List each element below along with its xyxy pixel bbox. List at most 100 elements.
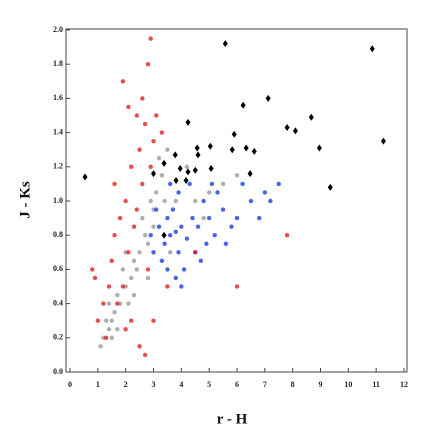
point [184, 164, 190, 169]
point [140, 181, 145, 187]
point [117, 215, 123, 221]
diamond-point [172, 151, 178, 159]
point [276, 181, 281, 187]
point [126, 301, 131, 306]
y-tick-label: 1.8 [53, 59, 63, 68]
point [165, 284, 170, 289]
y-tick-label: 2.0 [53, 25, 63, 34]
point [134, 207, 139, 212]
point [179, 224, 184, 229]
diamond-point [194, 144, 200, 152]
x-tick-label: 0 [68, 380, 72, 389]
point [284, 233, 290, 238]
x-axis-label: r - H [217, 411, 248, 427]
x-tick-label: 3 [152, 380, 156, 389]
x-tick-label: 11 [372, 380, 380, 389]
y-tick-label: 0.4 [53, 298, 63, 307]
point [156, 224, 162, 229]
diamond-point [195, 151, 201, 159]
point [193, 198, 198, 204]
x-tick-label: 6 [235, 380, 239, 389]
point [220, 181, 226, 187]
point [168, 250, 173, 255]
point [137, 147, 142, 152]
diamond-point [173, 176, 179, 184]
point [234, 173, 240, 178]
point [129, 318, 134, 323]
diamond-point [369, 45, 375, 53]
y-tick-label: 0.2 [53, 333, 63, 342]
diamond-point [308, 113, 314, 121]
point [95, 318, 101, 323]
y-tick-label: 1.6 [53, 93, 63, 102]
point [137, 250, 142, 255]
point [206, 190, 212, 195]
diamond-point [251, 147, 257, 155]
point [140, 96, 145, 101]
point [148, 198, 153, 204]
point [123, 327, 128, 332]
diamond-point [327, 183, 333, 191]
x-tick-label: 9 [319, 380, 323, 389]
point [129, 164, 134, 169]
x-tick-label: 4 [179, 380, 183, 389]
point [137, 344, 142, 349]
point [134, 113, 139, 118]
point [109, 318, 114, 323]
point [268, 198, 273, 204]
point [120, 267, 126, 272]
point [140, 215, 145, 221]
y-tick-label: 1.2 [53, 162, 63, 171]
diamond-point [380, 137, 386, 145]
point [154, 207, 159, 212]
point [90, 267, 95, 272]
point [106, 301, 112, 306]
point [145, 241, 151, 246]
point [159, 173, 165, 178]
point [112, 233, 117, 238]
point [129, 275, 134, 281]
point [148, 164, 153, 169]
point [142, 352, 148, 358]
plot-area [82, 36, 386, 358]
diamond-point [185, 118, 191, 126]
point [206, 215, 212, 221]
diamond-point [185, 168, 191, 176]
diamond-point [151, 170, 156, 178]
point [165, 267, 170, 272]
point [176, 190, 181, 195]
point [173, 198, 178, 204]
x-tick-label: 7 [263, 380, 267, 389]
point [170, 207, 176, 212]
diamond-point [229, 146, 235, 154]
diamond-point [161, 159, 167, 167]
point [215, 190, 220, 195]
diamond-point [208, 165, 214, 173]
point [148, 36, 153, 41]
point [112, 181, 117, 187]
diamond-point [240, 101, 246, 109]
point [151, 138, 156, 144]
point [142, 121, 148, 127]
point [209, 181, 215, 187]
point [106, 284, 112, 289]
point [162, 241, 167, 246]
y-tick-label: 0.8 [53, 230, 63, 239]
point [154, 190, 159, 195]
point [120, 79, 126, 84]
y-tick-label: 1.0 [53, 196, 63, 205]
point [151, 224, 156, 229]
diamond-point [284, 123, 290, 131]
y-axis-label: J - Ks [17, 181, 33, 219]
diamond-point [247, 170, 253, 178]
diamond-point [82, 173, 88, 181]
x-tick-label: 8 [291, 380, 295, 389]
point [248, 198, 254, 204]
point [201, 215, 206, 221]
y-tick-label: 0.6 [53, 264, 63, 273]
point [229, 224, 234, 229]
diamond-point [243, 144, 249, 152]
point [92, 275, 98, 281]
diamond-point [183, 176, 189, 184]
